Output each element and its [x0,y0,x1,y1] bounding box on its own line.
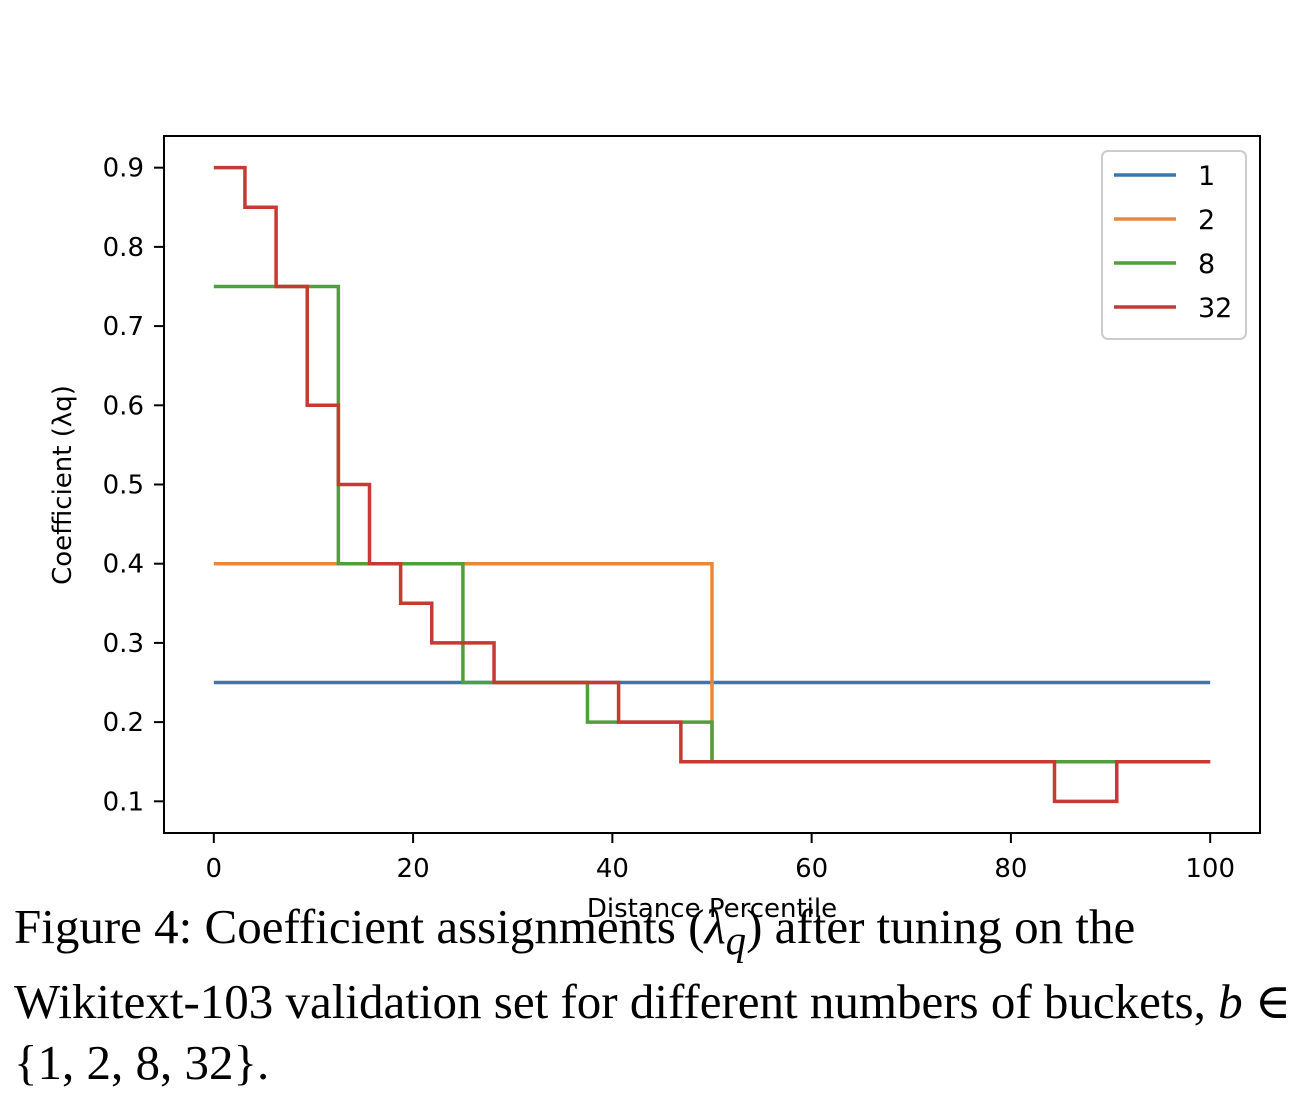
legend: 1 2 8 32 [1101,150,1247,340]
caption-b-variable: b [1218,973,1243,1029]
y-axis-ticks: 0.1 0.2 0.3 0.4 0.5 0.6 0.7 0.8 0.9 [103,154,164,817]
y-tick-label: 0.1 [103,787,144,817]
x-tick-label: 100 [1185,854,1235,884]
legend-label-32: 32 [1198,293,1232,324]
series-line-32 [213,165,1211,804]
x-tick-label: 20 [397,854,430,884]
x-tick-label: 60 [795,854,828,884]
caption-lambda-subscript: q [725,917,747,963]
y-tick-label: 0.2 [103,708,144,738]
y-tick-label: 0.6 [103,391,144,421]
x-axis-label: Distance Percentile [587,894,837,924]
x-tick-label: 40 [596,854,629,884]
caption-lambda-symbol: λ [704,899,726,954]
legend-label-1: 1 [1198,161,1215,192]
y-tick-label: 0.9 [103,154,144,184]
y-tick-label: 0.3 [103,629,144,659]
legend-label-2: 2 [1198,205,1215,236]
y-tick-label: 0.7 [103,312,144,342]
x-tick-label: 0 [206,854,223,884]
caption-lead: Figure 4: Coefficient assignments ( [14,899,705,954]
legend-label-8: 8 [1198,249,1215,280]
x-axis-ticks: 0 20 40 60 80 100 [206,833,1235,884]
y-tick-label: 0.8 [103,233,144,263]
y-axis-label: Coefficient (λq) [48,385,78,585]
legend-box [1101,150,1247,340]
series-layer [213,165,1211,804]
x-tick-label: 80 [994,854,1027,884]
y-tick-label: 0.5 [103,471,144,501]
caption-body: ) after tuning on the Wikitext-103 valid… [14,899,1219,1029]
y-tick-label: 0.4 [103,550,144,580]
caption-set: ∈ {1, 2, 8, 32}. [14,973,1292,1090]
figure-caption: Figure 4: Coefficient assignments (λq) a… [14,896,1294,1093]
